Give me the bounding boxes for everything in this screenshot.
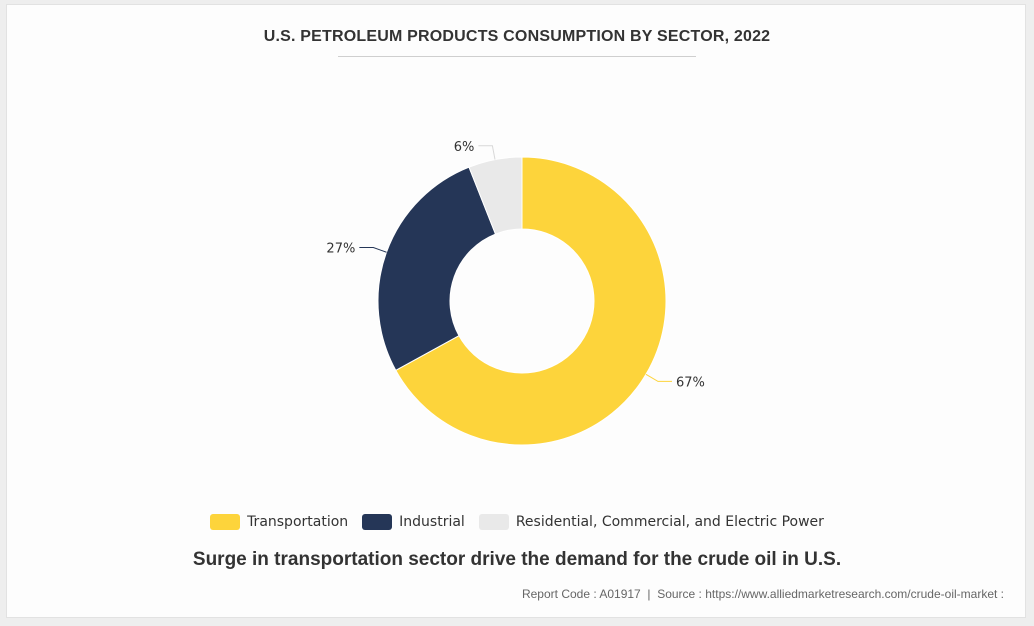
source-link[interactable]: Source : https://www.alliedmarketresearc… xyxy=(657,587,1004,601)
slice-residential[interactable] xyxy=(468,156,523,235)
chart-legend: Transportation Industrial Residential, C… xyxy=(0,514,1034,530)
legend-swatch-transportation xyxy=(210,514,241,530)
title-divider xyxy=(338,56,696,57)
chart-title: U.S. PETROLEUM PRODUCTS CONSUMPTION BY S… xyxy=(263,28,771,45)
legend-label-industrial: Industrial xyxy=(399,514,465,530)
legend-swatch-residential xyxy=(478,514,509,530)
report-code: Report Code : A01917 xyxy=(521,587,641,601)
footer: Report Code : A01917 | Source : https://… xyxy=(522,587,1004,601)
legend-label-transportation: Transportation xyxy=(247,514,349,530)
legend-swatch-industrial xyxy=(362,514,393,530)
chart-card xyxy=(6,4,1026,618)
legend-item-industrial[interactable]: Industrial xyxy=(362,514,465,530)
slice-transportation[interactable] xyxy=(395,156,667,446)
data-label-transportation: 67% xyxy=(676,375,705,390)
legend-item-residential[interactable]: Residential, Commercial, and Electric Po… xyxy=(478,514,824,530)
legend-item-transportation[interactable]: Transportation xyxy=(210,514,348,530)
slice-industrial[interactable] xyxy=(377,166,497,372)
data-label-industrial: 27% xyxy=(326,241,355,256)
leader-line-transportation xyxy=(645,373,672,382)
data-label-residential: 6% xyxy=(454,140,475,155)
footer-separator: | xyxy=(647,587,651,601)
leader-line-industrial xyxy=(359,246,387,253)
chart-caption: Surge in transportation sector drive the… xyxy=(192,549,842,570)
leader-line-residential xyxy=(478,145,496,160)
legend-label-residential: Residential, Commercial, and Electric Po… xyxy=(515,514,824,530)
